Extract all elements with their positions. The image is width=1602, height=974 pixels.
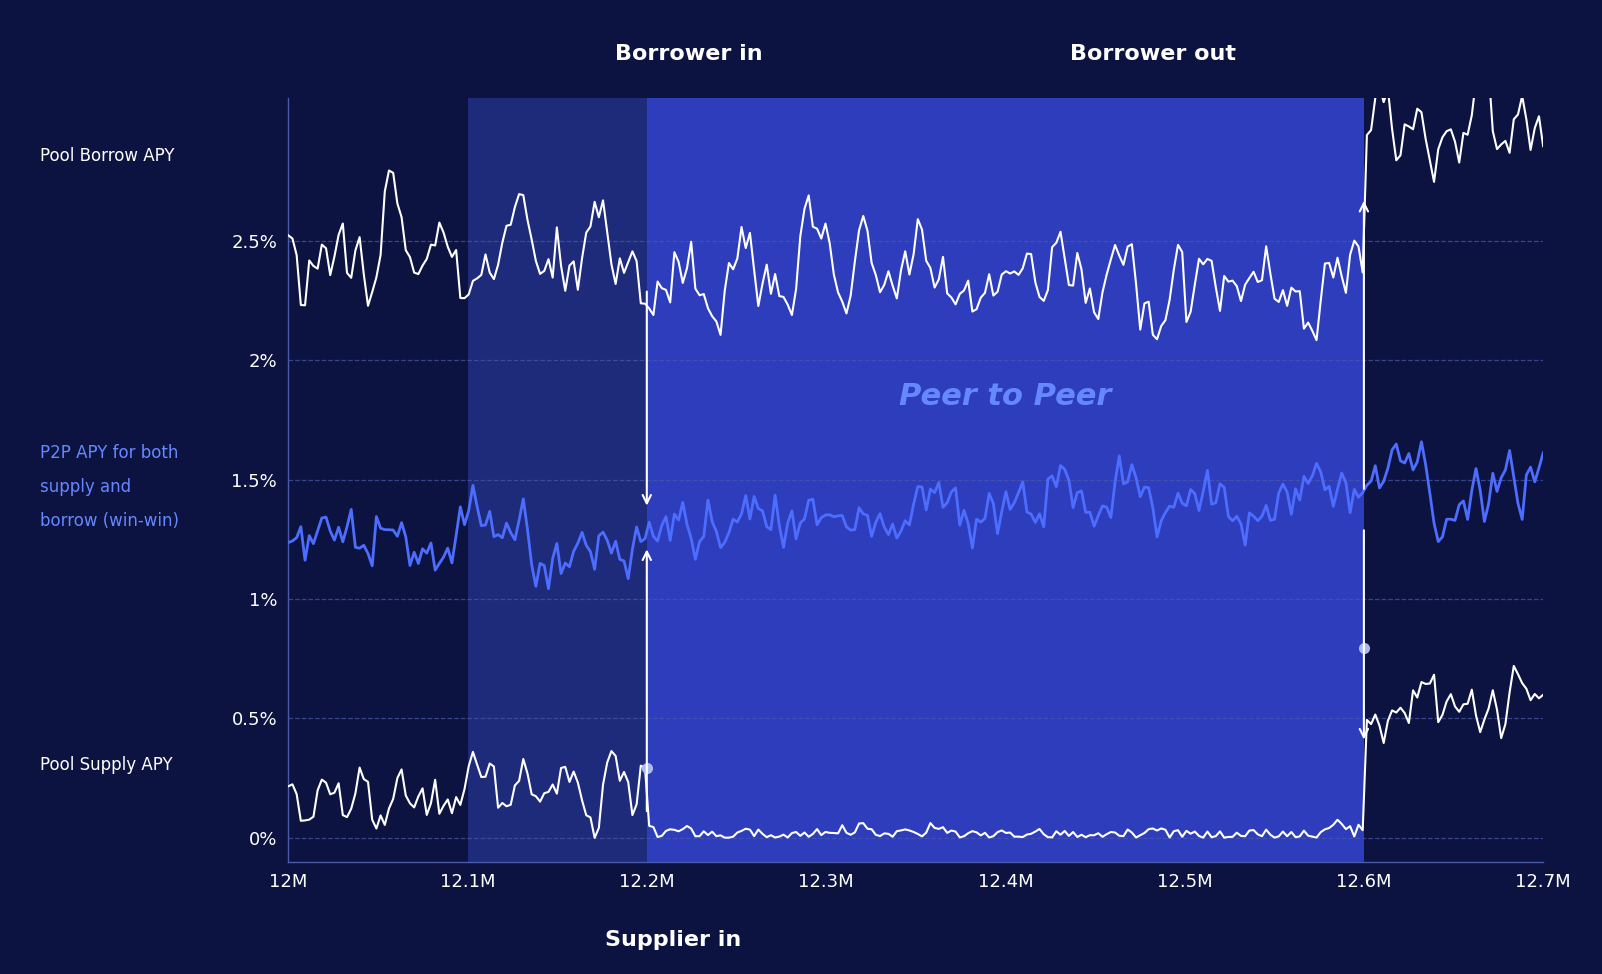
Text: Supplier in: Supplier in	[604, 930, 742, 950]
Text: Pool Borrow APY: Pool Borrow APY	[40, 147, 175, 165]
Text: Borrower in: Borrower in	[615, 44, 763, 63]
Text: Borrower out: Borrower out	[1070, 44, 1237, 63]
Text: Pool Supply APY: Pool Supply APY	[40, 756, 173, 773]
Text: borrow (win-win): borrow (win-win)	[40, 512, 179, 530]
Bar	[468, 97, 647, 862]
Text: Peer to Peer: Peer to Peer	[899, 382, 1112, 411]
Text: P2P APY for both: P2P APY for both	[40, 444, 178, 462]
Bar	[647, 97, 1363, 862]
Text: supply and: supply and	[40, 478, 131, 496]
